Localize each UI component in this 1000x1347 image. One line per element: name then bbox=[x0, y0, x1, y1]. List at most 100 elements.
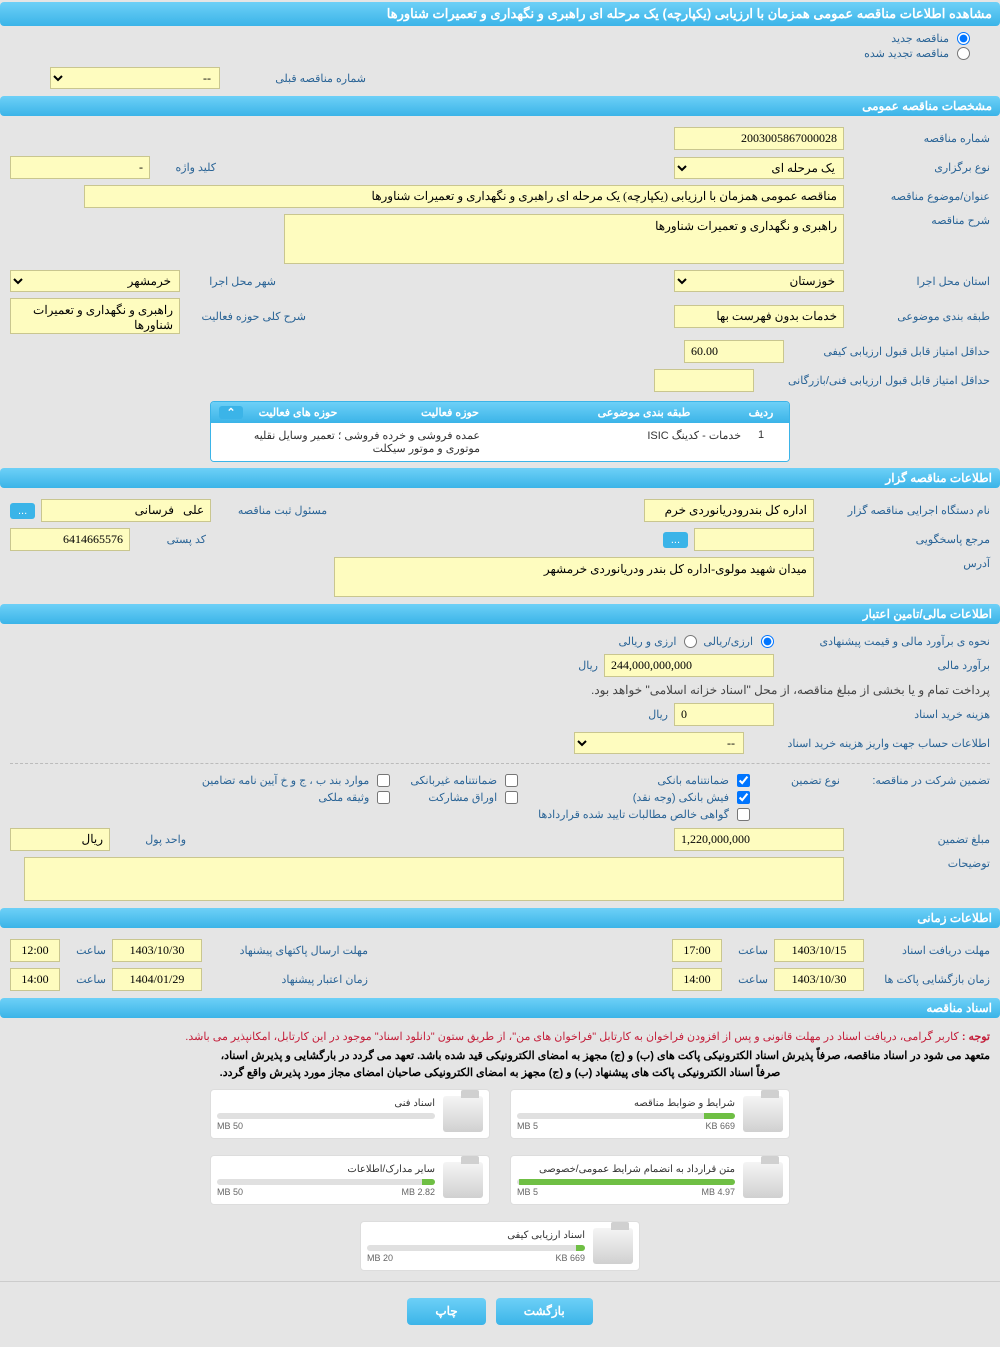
chk-cases-label: موارد بند ب ، ج و خ آیین نامه تضامین bbox=[202, 774, 369, 787]
subject-input[interactable] bbox=[84, 185, 844, 208]
currency-input[interactable] bbox=[10, 828, 110, 851]
open-date-input[interactable] bbox=[774, 968, 864, 991]
doc-used-4: 669 KB bbox=[555, 1253, 585, 1263]
city-select[interactable]: خرمشهر bbox=[10, 270, 180, 292]
radio-r[interactable]: ارزی و ریالی bbox=[618, 635, 697, 648]
print-button[interactable]: چاپ bbox=[407, 1298, 485, 1325]
org-input[interactable] bbox=[644, 499, 814, 522]
tender-num-input[interactable] bbox=[674, 127, 844, 150]
doc-used-0: 669 KB bbox=[705, 1121, 735, 1131]
chk-nonbank-label: ضمانتنامه غیربانکی bbox=[410, 774, 497, 787]
address-textarea[interactable]: میدان شهید مولوی-اداره کل بندر ودریانورد… bbox=[334, 557, 814, 597]
radio-new[interactable]: مناقصه جدید bbox=[30, 32, 970, 45]
scope-textarea[interactable]: راهبری و نگهداری و تعمیرات شناورها bbox=[10, 298, 180, 334]
radio-new-label: مناقصه جدید bbox=[891, 32, 949, 45]
guar-type-label: نوع تضمین bbox=[770, 774, 840, 787]
note-red-body: کاربر گرامی، دریافت اسناد در مهلت قانونی… bbox=[185, 1031, 959, 1043]
doc-title-2: متن قرارداد به انضمام شرایط عمومی/خصوصی bbox=[517, 1164, 735, 1175]
prev-num-label: شماره مناقصه قبلی bbox=[226, 72, 366, 85]
doc-cost-input[interactable] bbox=[674, 703, 774, 726]
valid-label: زمان اعتبار پیشنهاد bbox=[208, 973, 368, 986]
more-button[interactable]: ... bbox=[10, 503, 35, 519]
postal-label: کد پستی bbox=[136, 533, 206, 546]
hold-type-select[interactable]: یک مرحله ای bbox=[674, 157, 844, 179]
radio-ar-label: ارزی/ریالی bbox=[703, 635, 753, 648]
chk-nonbank[interactable]: ضمانتنامه غیربانکی bbox=[410, 774, 518, 787]
recv-time-input[interactable] bbox=[672, 939, 722, 962]
radio-r-label: ارزی و ریالی bbox=[618, 635, 676, 648]
account-select[interactable]: -- bbox=[574, 732, 744, 754]
section-financial: اطلاعات مالی/تامین اعتبار bbox=[0, 604, 1000, 624]
th-cat: طبقه بندی موضوعی bbox=[547, 406, 741, 419]
note-red: توجه : کاربر گرامی، دریافت اسناد در مهلت… bbox=[0, 1026, 1000, 1047]
doc-title-1: اسناد فنی bbox=[217, 1098, 435, 1109]
province-label: استان محل اجرا bbox=[850, 275, 990, 288]
valid-date-input[interactable] bbox=[112, 968, 202, 991]
radio-ar[interactable]: ارزی/ریالی bbox=[703, 635, 774, 648]
doc-row-3: اسناد ارزیابی کیفی 669 KB20 MB bbox=[0, 1213, 1000, 1279]
divider-bottom bbox=[0, 1281, 1000, 1282]
chk-prop[interactable]: وثیقه ملکی bbox=[202, 791, 390, 804]
tender-type-radios: مناقصه جدید مناقصه تجدید شده bbox=[0, 28, 1000, 64]
contact-more-button[interactable]: ... bbox=[663, 532, 688, 548]
doc-card-4[interactable]: اسناد ارزیابی کیفی 669 KB20 MB bbox=[360, 1221, 640, 1271]
org-label: نام دستگاه اجرایی مناقصه گزار bbox=[820, 504, 990, 517]
doc-card-1[interactable]: اسناد فنی 50 MB bbox=[210, 1089, 490, 1139]
send-time-input[interactable] bbox=[10, 939, 60, 962]
open-time-input[interactable] bbox=[672, 968, 722, 991]
est-amount-label: برآورد مالی bbox=[780, 659, 990, 672]
contact-label: مرجع پاسخگویی bbox=[820, 533, 990, 546]
hold-type-label: نوع برگزاری bbox=[850, 161, 990, 174]
reg-input[interactable] bbox=[41, 499, 211, 522]
time-lbl-1: ساعت bbox=[728, 944, 768, 957]
back-button[interactable]: بازگشت bbox=[496, 1298, 593, 1325]
chk-cases[interactable]: موارد بند ب ، ج و خ آیین نامه تضامین bbox=[202, 774, 390, 787]
prev-num-select[interactable]: -- bbox=[50, 67, 220, 89]
valid-time-input[interactable] bbox=[10, 968, 60, 991]
radio-renewed[interactable]: مناقصه تجدید شده bbox=[30, 47, 970, 60]
desc-textarea[interactable]: راهبری و نگهداری و تعمیرات شناورها bbox=[284, 214, 844, 264]
contact-input[interactable] bbox=[694, 528, 814, 551]
th-title: حوزه های فعالیت bbox=[243, 406, 353, 419]
postal-input[interactable] bbox=[10, 528, 130, 551]
collapse-icon[interactable]: ⌃ bbox=[219, 406, 243, 419]
desc-label: شرح مناقصه bbox=[850, 214, 990, 227]
doc-total-0: 5 MB bbox=[517, 1121, 538, 1131]
doc-card-2[interactable]: متن قرارداد به انضمام شرایط عمومی/خصوصی … bbox=[510, 1155, 790, 1205]
folder-icon bbox=[743, 1162, 783, 1198]
time-lbl-3: ساعت bbox=[728, 973, 768, 986]
recv-date-input[interactable] bbox=[774, 939, 864, 962]
activity-table: ردیف طبقه بندی موضوعی حوزه فعالیت حوزه ه… bbox=[210, 401, 790, 462]
min-qual-input[interactable] bbox=[684, 340, 784, 363]
folder-icon bbox=[593, 1228, 633, 1264]
chk-bonds[interactable]: اوراق مشارکت bbox=[410, 791, 518, 804]
chk-bonds-label: اوراق مشارکت bbox=[428, 791, 497, 804]
radio-renewed-label: مناقصه تجدید شده bbox=[864, 47, 949, 60]
send-date-input[interactable] bbox=[112, 939, 202, 962]
est-amount-input[interactable] bbox=[604, 654, 774, 677]
keyword-input[interactable] bbox=[10, 156, 150, 179]
doc-card-3[interactable]: سایر مدارک/اطلاعات 2.82 MB50 MB bbox=[210, 1155, 490, 1205]
tb-field: عمده فروشی و خرده فروشی ؛ تعمیر وسایل نق… bbox=[219, 429, 480, 455]
chk-cert[interactable]: گواهی خالص مطالبات تایید شده قراردادها bbox=[538, 808, 750, 821]
doc-card-0[interactable]: شرایط و ضوابط مناقصه 669 KB5 MB bbox=[510, 1089, 790, 1139]
page-title: مشاهده اطلاعات مناقصه عمومی همزمان با ار… bbox=[0, 2, 1000, 26]
chk-cash[interactable]: فیش بانکی (وجه نقد) bbox=[538, 791, 750, 804]
province-select[interactable]: خوزستان bbox=[674, 270, 844, 292]
account-label: اطلاعات حساب جهت واریز هزینه خرید اسناد bbox=[750, 737, 990, 750]
note-b1: متعهد می شود در اسناد مناقصه، صرفاً پذیر… bbox=[0, 1047, 1000, 1064]
guar-label: تضمین شرکت در مناقصه: bbox=[860, 774, 990, 787]
guar-amount-input[interactable] bbox=[674, 828, 844, 851]
min-tech-input[interactable] bbox=[654, 369, 754, 392]
note-red-prefix: توجه : bbox=[959, 1031, 990, 1043]
recv-label: مهلت دریافت اسناد bbox=[870, 944, 990, 957]
notes-textarea[interactable] bbox=[24, 857, 844, 901]
doc-used-3: 2.82 MB bbox=[401, 1187, 435, 1197]
doc-row-2: متن قرارداد به انضمام شرایط عمومی/خصوصی … bbox=[0, 1147, 1000, 1213]
doc-cost-label: هزینه خرید اسناد bbox=[780, 708, 990, 721]
class-input[interactable] bbox=[674, 305, 844, 328]
th-field: حوزه فعالیت bbox=[353, 406, 547, 419]
chk-bank-label: ضمانتنامه بانکی bbox=[657, 774, 729, 787]
chk-bank[interactable]: ضمانتنامه بانکی bbox=[538, 774, 750, 787]
doc-title-3: سایر مدارک/اطلاعات bbox=[217, 1164, 435, 1175]
